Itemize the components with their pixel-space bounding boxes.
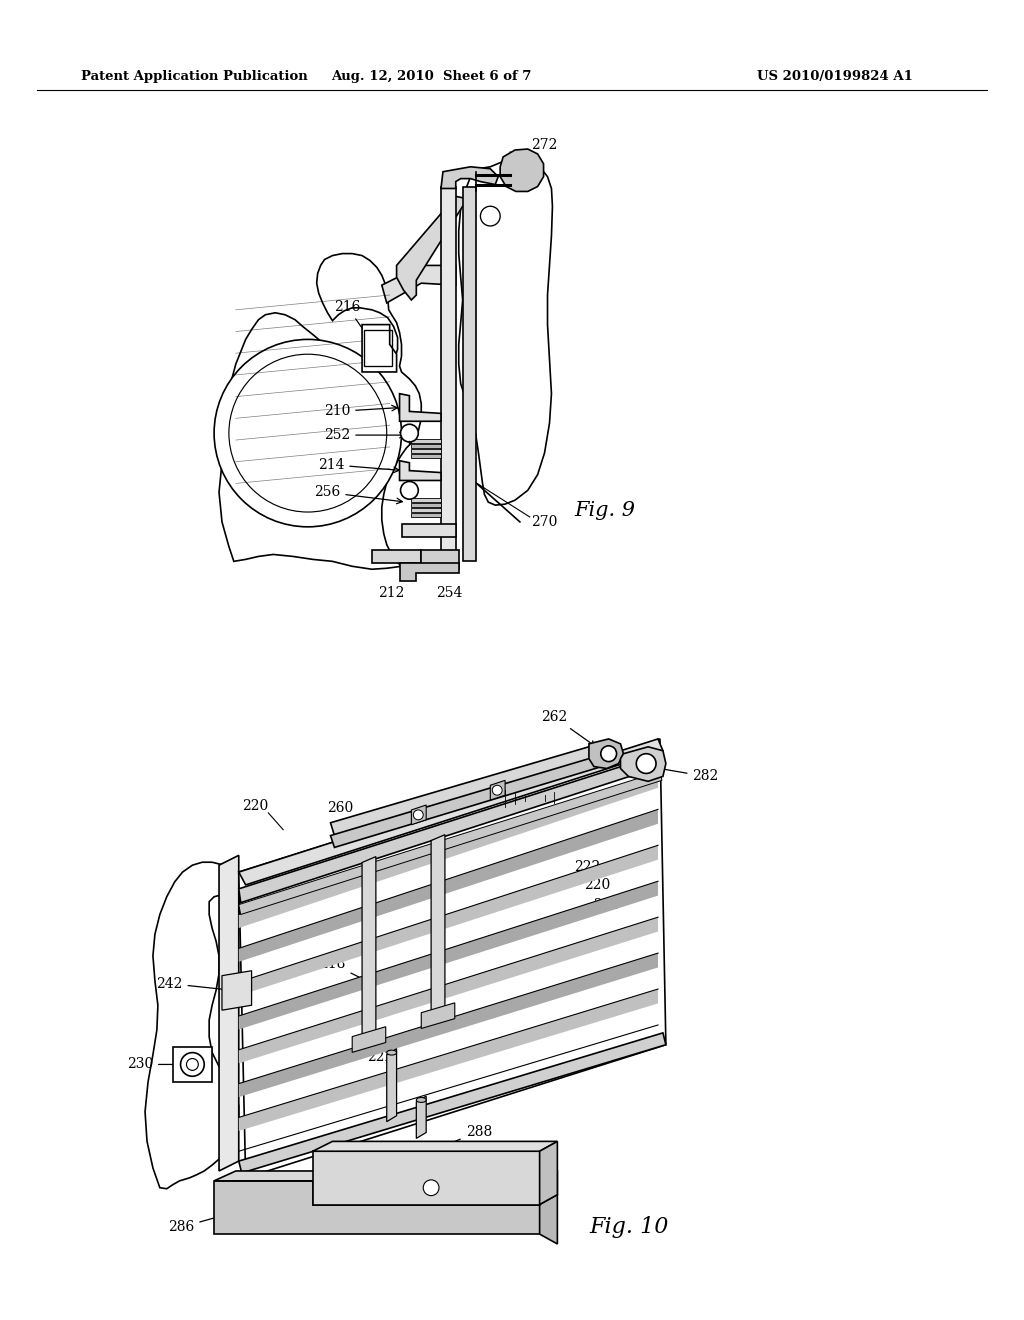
Polygon shape — [412, 440, 441, 444]
Polygon shape — [490, 780, 505, 800]
Text: Fig. 10: Fig. 10 — [589, 1216, 669, 1238]
Text: 210: 210 — [324, 404, 397, 418]
Polygon shape — [362, 857, 376, 1036]
Polygon shape — [382, 265, 456, 302]
Circle shape — [214, 339, 401, 527]
Text: 242: 242 — [156, 977, 229, 993]
Polygon shape — [412, 444, 441, 447]
Text: 252: 252 — [324, 428, 406, 442]
Polygon shape — [362, 325, 396, 372]
Polygon shape — [331, 755, 602, 847]
Text: 220: 220 — [243, 799, 268, 813]
Text: 282: 282 — [652, 766, 719, 783]
Polygon shape — [421, 1003, 455, 1028]
Circle shape — [636, 754, 656, 774]
Polygon shape — [219, 855, 239, 1171]
Polygon shape — [589, 739, 624, 768]
Text: 222: 222 — [367, 1049, 393, 1064]
Text: 256: 256 — [314, 486, 402, 504]
Polygon shape — [214, 1171, 557, 1205]
Polygon shape — [399, 393, 441, 421]
Polygon shape — [239, 739, 666, 1177]
Polygon shape — [239, 1032, 666, 1173]
Polygon shape — [352, 1027, 386, 1052]
Polygon shape — [500, 149, 544, 191]
Circle shape — [493, 785, 502, 795]
Polygon shape — [412, 449, 441, 453]
Polygon shape — [399, 461, 441, 480]
Text: 216: 216 — [334, 300, 368, 337]
Circle shape — [400, 424, 418, 442]
Circle shape — [414, 810, 423, 820]
Text: 212: 212 — [379, 586, 404, 599]
Text: 222: 222 — [573, 861, 600, 874]
Ellipse shape — [417, 1097, 426, 1102]
Polygon shape — [417, 1096, 426, 1138]
Polygon shape — [312, 1142, 557, 1151]
Polygon shape — [441, 166, 499, 189]
Polygon shape — [214, 1181, 540, 1234]
Polygon shape — [412, 498, 441, 502]
Polygon shape — [399, 564, 459, 581]
Polygon shape — [540, 1142, 557, 1205]
Circle shape — [180, 1052, 204, 1076]
Polygon shape — [173, 1047, 212, 1082]
Polygon shape — [372, 549, 421, 564]
Circle shape — [480, 206, 500, 226]
Polygon shape — [540, 1195, 557, 1243]
Circle shape — [601, 746, 616, 762]
Polygon shape — [421, 549, 459, 569]
Polygon shape — [412, 454, 441, 458]
Ellipse shape — [387, 1051, 396, 1055]
Polygon shape — [222, 970, 252, 1010]
Text: 272: 272 — [531, 139, 558, 152]
Polygon shape — [412, 503, 441, 507]
Text: Aug. 12, 2010  Sheet 6 of 7: Aug. 12, 2010 Sheet 6 of 7 — [331, 70, 531, 83]
Polygon shape — [312, 1151, 540, 1205]
Text: 260: 260 — [328, 801, 369, 828]
Polygon shape — [239, 771, 662, 915]
Polygon shape — [441, 186, 456, 561]
Polygon shape — [412, 805, 426, 825]
Polygon shape — [412, 508, 441, 512]
Polygon shape — [239, 755, 659, 903]
Text: 220: 220 — [584, 878, 610, 892]
Text: 288: 288 — [435, 1125, 492, 1150]
Polygon shape — [239, 739, 663, 884]
Polygon shape — [396, 197, 471, 300]
Polygon shape — [387, 1048, 396, 1122]
Polygon shape — [459, 160, 552, 506]
Text: Fig. 9: Fig. 9 — [574, 500, 635, 520]
Polygon shape — [219, 253, 421, 569]
Polygon shape — [239, 774, 658, 928]
Polygon shape — [331, 744, 604, 836]
Text: 254: 254 — [435, 586, 462, 599]
Text: US 2010/0199824 A1: US 2010/0199824 A1 — [757, 70, 912, 83]
Polygon shape — [239, 917, 658, 1064]
Polygon shape — [401, 524, 456, 537]
Polygon shape — [431, 834, 444, 1012]
Polygon shape — [239, 989, 658, 1131]
Polygon shape — [239, 809, 658, 962]
Text: Patent Application Publication: Patent Application Publication — [81, 70, 307, 83]
Polygon shape — [145, 862, 239, 1189]
Text: 286: 286 — [168, 1212, 229, 1234]
Polygon shape — [239, 953, 658, 1097]
Polygon shape — [239, 845, 658, 995]
Text: 218: 218 — [319, 957, 369, 982]
Text: 230: 230 — [127, 1057, 188, 1072]
Circle shape — [400, 482, 418, 499]
Circle shape — [423, 1180, 439, 1196]
Text: 218: 218 — [594, 898, 620, 912]
Text: 214: 214 — [317, 458, 399, 473]
Polygon shape — [412, 513, 441, 517]
Polygon shape — [621, 747, 666, 781]
Polygon shape — [239, 882, 658, 1030]
Polygon shape — [463, 186, 475, 561]
Circle shape — [186, 1059, 199, 1071]
Text: 270: 270 — [531, 515, 558, 529]
Text: 262: 262 — [542, 710, 595, 746]
